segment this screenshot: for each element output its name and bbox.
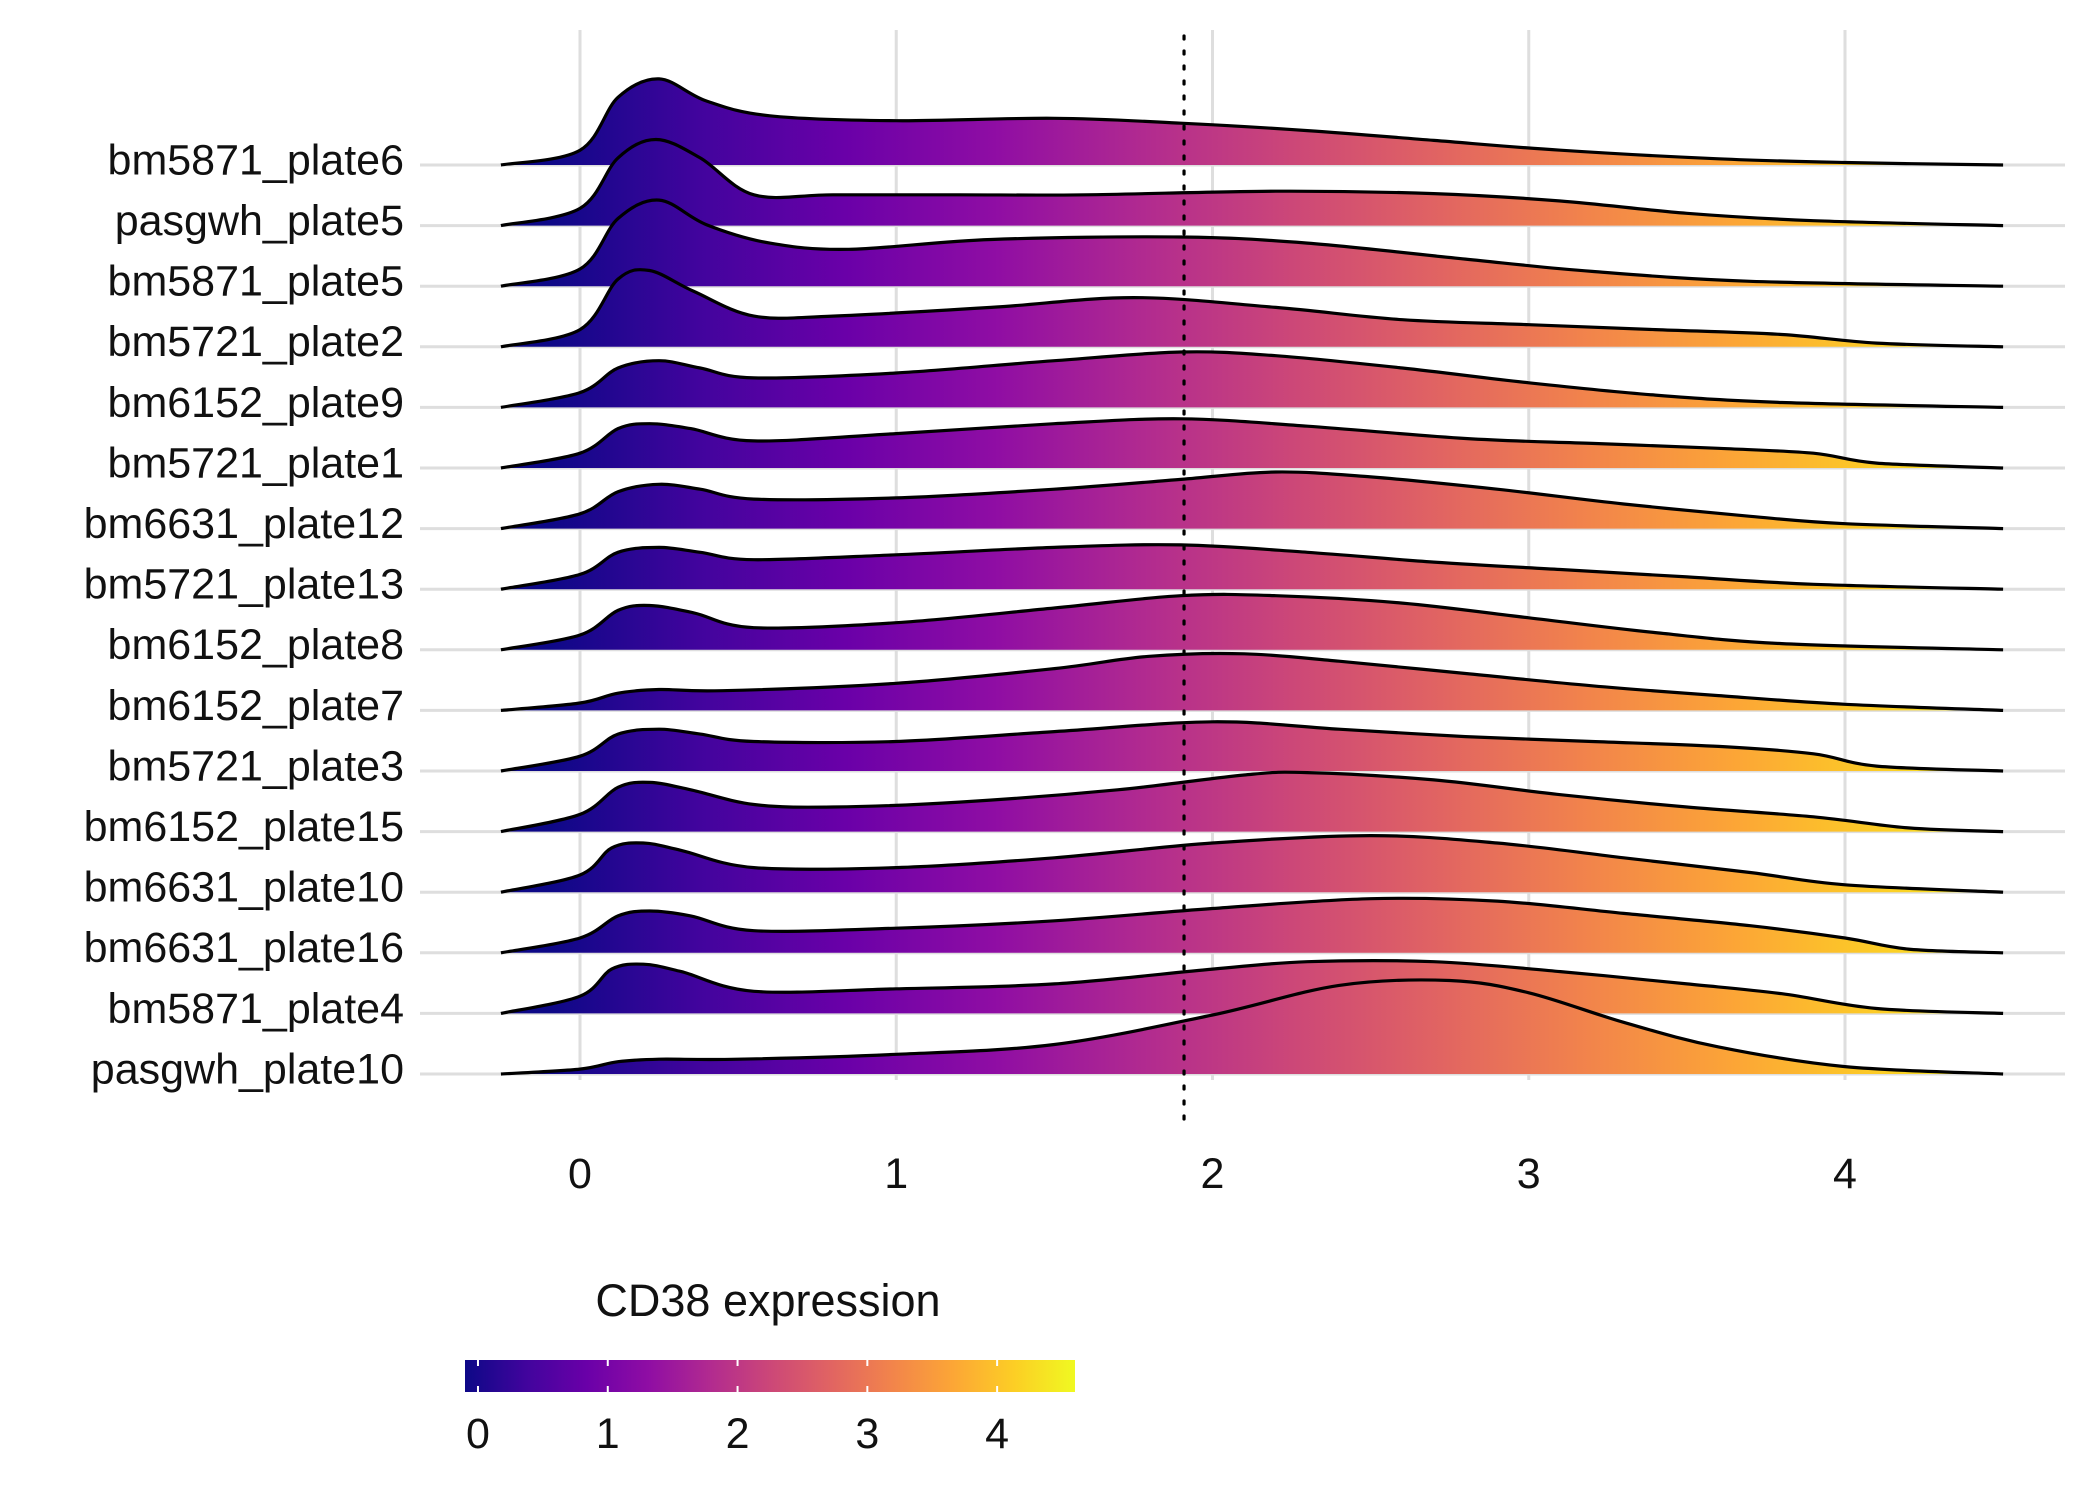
ridge-outline [500,137,2004,228]
row-label: bm6152_plate8 [108,621,404,669]
row-label: bm5721_plate1 [108,439,404,487]
ridge-bm6152_plate15 [500,770,2004,834]
x-axis: 0 1 2 3 4 [568,1150,1857,1198]
ridge-fill [500,139,2004,226]
row-label: bm6152_plate7 [108,682,404,730]
row-label: bm5871_plate4 [108,985,404,1033]
ridge-outline [500,470,2004,531]
row-label: bm5871_plate6 [108,136,404,184]
row-label: bm5871_plate5 [108,258,404,306]
row-label: bm5721_plate13 [84,561,404,609]
ridge-bm6152_plate7 [500,651,2004,712]
ridge-pasgwh_plate10 [500,978,2004,1076]
x-tick-label: 4 [1833,1150,1857,1198]
row-label: pasgwh_plate5 [115,197,404,245]
ridge-fill [500,269,2004,347]
ridge-bm6152_plate9 [500,350,2004,409]
row-label: bm6631_plate12 [84,500,404,548]
ridge-outline [500,592,2004,652]
ridge-fill [500,960,2004,1014]
row-label: bm6631_plate10 [84,864,404,912]
ridge-fill [500,78,2004,165]
legend-title: CD38 expression [595,1275,940,1326]
row-label: pasgwh_plate10 [91,1045,404,1093]
ridge-outline [500,350,2004,409]
legend-colorbar [465,1360,1075,1392]
ridge-bm6631_plate12 [500,470,2004,531]
ridge-outline [500,417,2004,470]
ridge-outline [500,959,2004,1015]
ridge-fill [500,772,2004,832]
ridge-bm5721_plate13 [500,543,2004,591]
row-label: bm6152_plate9 [108,379,404,427]
ridge-pasgwh_plate5 [500,137,2004,228]
ridge-outline [500,268,2004,349]
ridge-outline [500,77,2004,167]
ridge-bm5871_plate6 [500,77,2004,167]
color-legend: CD38 expression 0 1 2 3 4 [465,1275,1075,1458]
ridge-bm5871_plate4 [500,959,2004,1015]
ridge-fill [500,471,2004,529]
ridge-fill [500,898,2004,953]
ridge-fill [500,200,2004,287]
legend-tick-label: 0 [466,1410,490,1458]
row-label: bm6631_plate16 [84,924,404,972]
x-tick-label: 3 [1517,1150,1541,1198]
ridge-fill [500,351,2004,408]
ridge-bm6152_plate8 [500,592,2004,652]
ridge-outline [500,834,2004,894]
ridge-fill [500,721,2004,771]
ridge-fill [500,835,2004,893]
x-tick-label: 1 [884,1150,908,1198]
ridge-bm5721_plate3 [500,720,2004,773]
row-labels: bm5871_plate6 pasgwh_plate5 bm5871_plate5b… [84,136,404,1093]
row-label: bm5721_plate3 [108,742,404,790]
ridge-bm5721_plate1 [500,417,2004,470]
ridge-bm5871_plate5 [500,198,2004,288]
ridges [500,77,2004,1076]
x-tick-label: 0 [568,1150,592,1198]
legend-tick-label: 4 [985,1410,1009,1458]
ridge-outline [500,720,2004,773]
x-tick-label: 2 [1201,1150,1225,1198]
row-label: bm6152_plate15 [84,803,404,851]
legend-tick-label: 3 [855,1410,879,1458]
ridge-fill [500,979,2004,1074]
ridge-outline [500,198,2004,288]
legend-tick-label: 2 [726,1410,750,1458]
ridge-fill [500,418,2004,468]
ridge-fill [500,594,2004,650]
ridge-outline [500,543,2004,591]
ridge-outline [500,896,2004,955]
ridge-bm6631_plate10 [500,834,2004,894]
ridge-bm5721_plate2 [500,268,2004,349]
ridge-outline [500,770,2004,834]
ridge-fill [500,653,2004,711]
row-label: bm5721_plate2 [108,318,404,366]
ridge-outline [500,978,2004,1076]
ridge-bm6631_plate16 [500,896,2004,955]
ridge-outline [500,651,2004,712]
legend-tick-label: 1 [596,1410,620,1458]
